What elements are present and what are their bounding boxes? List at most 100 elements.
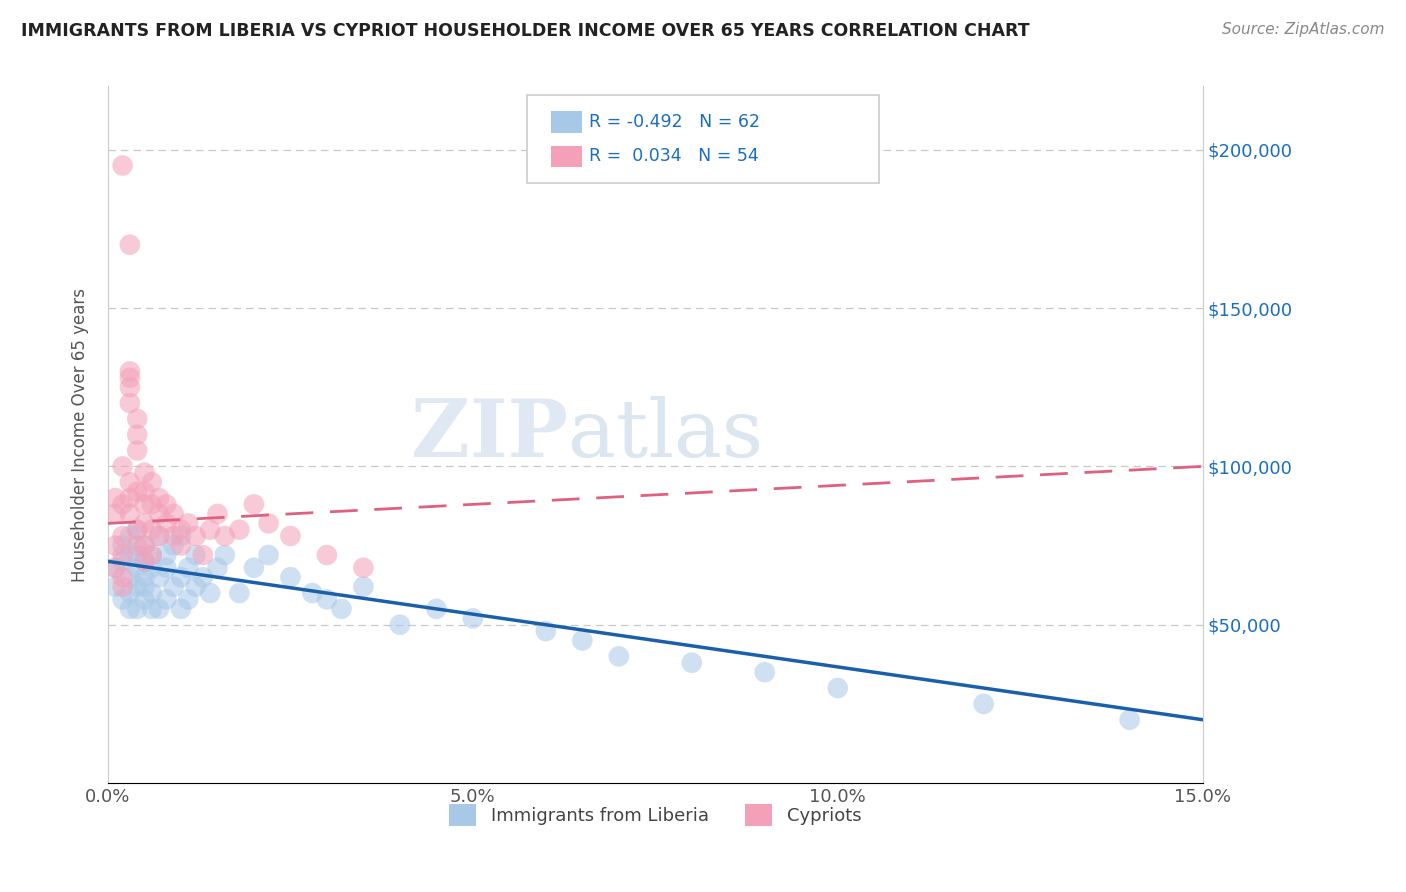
Point [177, 560, 200, 574]
Point [118, 570, 141, 584]
Point [134, 466, 156, 480]
Point [134, 539, 156, 553]
Point [111, 548, 134, 562]
Point [141, 548, 163, 562]
Point [111, 497, 134, 511]
Text: IMMIGRANTS FROM LIBERIA VS CYPRIOT HOUSEHOLDER INCOME OVER 65 YEARS CORRELATION : IMMIGRANTS FROM LIBERIA VS CYPRIOT HOUSE… [21, 22, 1029, 40]
Point [118, 507, 141, 521]
Point [191, 548, 214, 562]
Point [141, 602, 163, 616]
Point [111, 529, 134, 543]
Point [316, 548, 339, 562]
Point [352, 580, 374, 594]
Point [280, 570, 302, 584]
Point [118, 548, 141, 562]
Point [111, 539, 134, 553]
Point [155, 548, 177, 562]
Point [163, 539, 186, 553]
Text: ZIP: ZIP [411, 396, 568, 474]
Point [207, 507, 229, 521]
Point [1118, 713, 1140, 727]
Point [827, 681, 849, 695]
Y-axis label: Householder Income Over 65 years: Householder Income Over 65 years [72, 288, 89, 582]
Point [257, 516, 280, 531]
Point [104, 560, 127, 574]
Point [148, 570, 170, 584]
Point [170, 539, 193, 553]
Point [316, 592, 339, 607]
Point [134, 580, 156, 594]
Point [681, 656, 703, 670]
Point [148, 507, 170, 521]
Point [754, 665, 776, 680]
Point [141, 560, 163, 574]
Point [301, 586, 323, 600]
Point [177, 516, 200, 531]
Point [155, 592, 177, 607]
Point [127, 523, 149, 537]
Point [571, 633, 593, 648]
Point [127, 602, 149, 616]
Point [141, 497, 163, 511]
Point [214, 529, 236, 543]
Point [134, 516, 156, 531]
Point [118, 237, 141, 252]
Point [127, 523, 149, 537]
Point [118, 370, 141, 384]
Point [198, 586, 221, 600]
Point [111, 554, 134, 568]
Point [141, 475, 163, 490]
Point [352, 560, 374, 574]
Point [134, 539, 156, 553]
Point [461, 611, 484, 625]
Point [148, 529, 170, 543]
Point [607, 649, 630, 664]
Point [148, 491, 170, 505]
Legend: Immigrants from Liberia, Cypriots: Immigrants from Liberia, Cypriots [441, 797, 869, 833]
Point [163, 580, 186, 594]
Point [118, 602, 141, 616]
Point [127, 580, 149, 594]
Point [134, 497, 156, 511]
Point [330, 602, 353, 616]
Point [207, 560, 229, 574]
Point [104, 507, 127, 521]
Point [257, 548, 280, 562]
Point [163, 507, 186, 521]
Point [243, 560, 266, 574]
Point [111, 570, 134, 584]
Point [134, 484, 156, 499]
Point [104, 560, 127, 574]
Point [214, 548, 236, 562]
Point [170, 523, 193, 537]
Text: Source: ZipAtlas.com: Source: ZipAtlas.com [1222, 22, 1385, 37]
Text: R =  0.034   N = 54: R = 0.034 N = 54 [589, 147, 759, 165]
Point [155, 560, 177, 574]
Point [170, 602, 193, 616]
Point [111, 592, 134, 607]
Point [170, 570, 193, 584]
Point [134, 570, 156, 584]
Point [141, 586, 163, 600]
Text: R = -0.492   N = 62: R = -0.492 N = 62 [589, 113, 761, 131]
Point [148, 602, 170, 616]
Point [111, 580, 134, 594]
Point [148, 529, 170, 543]
Point [134, 554, 156, 568]
Point [118, 475, 141, 490]
Point [155, 497, 177, 511]
Point [118, 586, 141, 600]
Point [104, 491, 127, 505]
Point [191, 570, 214, 584]
Point [127, 560, 149, 574]
Point [170, 529, 193, 543]
Point [973, 697, 995, 711]
Point [243, 497, 266, 511]
Point [118, 380, 141, 394]
Point [184, 529, 207, 543]
Point [127, 548, 149, 562]
Point [184, 580, 207, 594]
Point [280, 529, 302, 543]
Point [127, 427, 149, 442]
Text: atlas: atlas [568, 396, 763, 474]
